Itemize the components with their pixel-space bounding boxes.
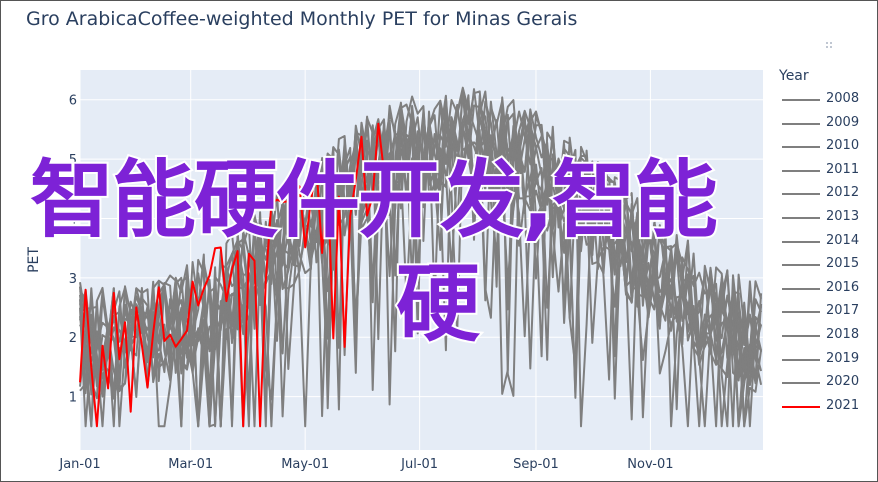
series-line-2020[interactable] xyxy=(79,114,763,428)
legend-label: 2013 xyxy=(826,209,860,224)
legend-label: 2019 xyxy=(826,350,860,366)
y-tick-label: 2 xyxy=(69,331,77,346)
x-tick-label: Nov-01 xyxy=(627,457,673,472)
legend-label: 2009 xyxy=(826,114,860,130)
legend-label: 2015 xyxy=(826,256,860,272)
series-layer xyxy=(79,86,763,428)
y-tick-label: 3 xyxy=(69,272,77,287)
legend-title: Year xyxy=(779,68,809,84)
y-tick-label: 6 xyxy=(69,94,77,109)
legend-swatch xyxy=(782,405,820,408)
legend-label: 2010 xyxy=(826,138,860,154)
x-tick-label: May-01 xyxy=(281,457,329,472)
legend-item-2018[interactable]: 2018 xyxy=(782,326,872,346)
y-tick-label: 5 xyxy=(69,153,77,168)
legend-label: 2021 xyxy=(826,397,860,413)
y-tick-label: 1 xyxy=(69,391,77,406)
legend-swatch xyxy=(782,240,820,243)
legend-item-2013[interactable]: 2013 xyxy=(782,208,872,228)
legend-swatch xyxy=(782,264,820,267)
legend-label: 2017 xyxy=(826,303,860,319)
legend-label: 2012 xyxy=(826,185,860,201)
legend-swatch xyxy=(782,169,820,172)
legend-item-2010[interactable]: 2010 xyxy=(782,137,872,157)
series-line-2021[interactable] xyxy=(79,122,385,428)
legend-swatch xyxy=(782,217,820,219)
legend-swatch xyxy=(782,382,820,385)
legend-item-2021[interactable]: 2021 xyxy=(782,397,872,417)
legend-label: 2016 xyxy=(826,279,860,295)
legend-swatch xyxy=(782,311,820,314)
axes: 1 2 3 4 5 6 Jan-01 Mar-01 May-01 Jul-01 Sep-01 Nov-… xyxy=(26,94,674,472)
legend-item-2019[interactable]: 2019 xyxy=(782,350,872,370)
legend-swatch xyxy=(782,358,820,361)
legend-item-2012[interactable]: 2012 xyxy=(782,184,872,204)
x-tick-label: Jul-01 xyxy=(400,457,438,472)
legend-item-2014[interactable]: 2014 xyxy=(782,232,872,252)
legend-swatch xyxy=(782,287,820,290)
legend-label: 2020 xyxy=(826,374,860,390)
y-axis-label: PET xyxy=(26,247,42,273)
legend-label: 2008 xyxy=(826,91,860,106)
x-tick-label: Jan-01 xyxy=(58,457,100,472)
legend-item-2017[interactable]: 2017 xyxy=(782,302,872,322)
modebar-icon[interactable] xyxy=(826,42,834,48)
legend-swatch xyxy=(782,193,820,196)
legend-item-2016[interactable]: 2016 xyxy=(782,279,872,299)
series-line-2019[interactable] xyxy=(79,90,763,428)
legend-swatch xyxy=(782,99,820,101)
chart-title: Gro ArabicaCoffee-weighted Monthly PET f… xyxy=(26,8,578,30)
legend-item-2009[interactable]: 2009 xyxy=(782,114,872,134)
y-tick-label: 4 xyxy=(69,212,77,227)
legend-swatch xyxy=(782,146,820,149)
legend-item-2020[interactable]: 2020 xyxy=(782,373,872,393)
series-line-2016[interactable] xyxy=(79,94,763,428)
legend-swatch xyxy=(782,335,820,337)
x-tick-label: Sep-01 xyxy=(513,457,559,472)
x-tick-label: Mar-01 xyxy=(168,457,213,472)
legend-item-2015[interactable]: 2015 xyxy=(782,255,872,275)
legend-item-2008[interactable]: 2008 xyxy=(782,90,872,110)
legend-label: 2011 xyxy=(826,161,860,177)
legend-item-2011[interactable]: 2011 xyxy=(782,161,872,181)
legend-label: 2018 xyxy=(826,327,860,342)
legend-label: 2014 xyxy=(826,232,860,248)
legend-swatch xyxy=(782,122,820,125)
